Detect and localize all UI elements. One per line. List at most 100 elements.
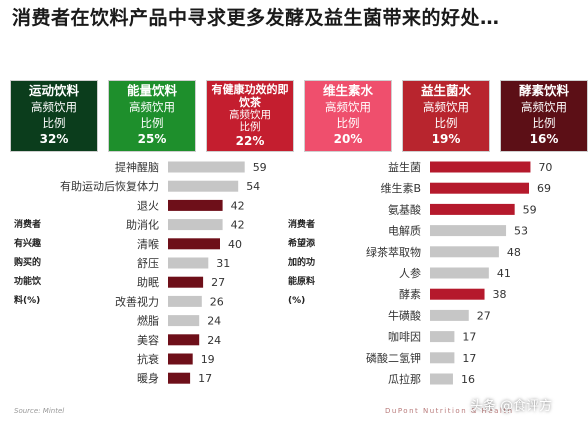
tile-4: 维生素水高频饮用比例 20% — [304, 80, 392, 152]
tile-percent: 32% — [39, 132, 69, 146]
tile-percent: 20% — [333, 132, 363, 146]
value-label: 41 — [497, 267, 511, 280]
bar — [168, 257, 209, 269]
bar — [430, 225, 507, 237]
category-label: 有助运动后恢复体力 — [60, 179, 159, 193]
ingredient-wish-chart: 益生菌 70 维生素B 69 氨基酸 59 电解质 53 绿茶萃取物 48 人参 41 酵素 38 牛磺酸 2… — [366, 160, 552, 386]
tile-subtitle: 比例 — [532, 116, 556, 130]
watermark: 头条 @食评方 — [470, 399, 553, 414]
brand-note: DuPont Nutrition & Health — [385, 407, 514, 415]
category-label: 维生素B — [380, 181, 421, 195]
category-label: 人参 — [399, 266, 421, 280]
beverage-tiles: 运动饮料 高频饮用 比例 32% 能量饮料 高频饮用 比例 25% 有健康功效的即饮茶 高频饮用比… — [10, 80, 588, 152]
tile-subtitle: 高频饮用 — [31, 100, 77, 114]
tile-subtitle: 比例 — [434, 116, 458, 130]
value-label: 54 — [246, 180, 260, 193]
bar — [168, 372, 191, 384]
side-label-line: 能原料 — [288, 277, 316, 287]
tile-subtitle: 比例 — [239, 121, 261, 133]
bar — [430, 309, 469, 321]
tile-name: 运动饮料 — [28, 83, 79, 98]
tile-percent: 25% — [137, 132, 167, 146]
value-label: 59 — [253, 161, 267, 174]
category-label: 电解质 — [388, 224, 421, 238]
bar — [168, 276, 204, 288]
side-label-line: (%) — [288, 296, 306, 306]
tile-name: 有健康功效的即饮茶 — [211, 83, 289, 109]
page-title: 消费者在饮料产品中寻求更多发酵及益生菌带来的好处… — [12, 7, 500, 29]
bar — [168, 295, 202, 307]
value-label: 31 — [216, 257, 230, 270]
side-label-line: 消费者 — [14, 220, 42, 230]
right-side-label: 消费者希望添加的功能原料 (%) — [288, 216, 315, 311]
category-label: 牛磺酸 — [388, 308, 421, 322]
value-label: 59 — [523, 203, 537, 216]
side-label-line: 有兴趣 — [14, 239, 42, 249]
tile-2: 能量饮料高频饮用比例 25% — [108, 80, 196, 152]
category-label: 助消化 — [126, 218, 159, 232]
bar — [168, 180, 239, 192]
bar — [430, 352, 455, 364]
bar — [430, 182, 530, 194]
bar — [168, 219, 223, 231]
category-label: 绿茶萃取物 — [366, 245, 421, 259]
value-label: 42 — [231, 219, 245, 232]
beverage-interest-chart: 提神醒脑 59 有助运动后恢复体力 54 退火 42 助消化 42 清喉 40 舒压 31 助眠 27 改善… — [60, 160, 267, 385]
category-label: 咖啡因 — [388, 330, 421, 344]
category-label: 燃脂 — [137, 314, 159, 328]
bar — [168, 334, 200, 346]
tile-subtitle: 高频饮用 — [325, 100, 371, 114]
tile-subtitle: 高频饮用 — [229, 109, 271, 121]
tile-subtitle: 比例 — [336, 116, 360, 130]
bar — [430, 373, 453, 385]
category-label: 提神醒脑 — [115, 160, 159, 174]
value-label: 17 — [462, 352, 476, 365]
tile-name: 维生素水 — [322, 83, 373, 98]
tile-subtitle: 高频饮用 — [521, 100, 567, 114]
category-label: 暖身 — [137, 371, 159, 385]
bar — [430, 203, 515, 215]
tile-subtitle: 高频饮用 — [423, 100, 469, 114]
tile-percent: 22% — [235, 134, 265, 148]
category-label: 抗衰 — [137, 352, 159, 366]
value-label: 70 — [538, 161, 552, 174]
bar — [430, 288, 485, 300]
side-label-line: 料(%) — [14, 296, 41, 306]
bar — [168, 199, 223, 211]
tile-percent: 16% — [529, 132, 559, 146]
bar — [168, 315, 200, 327]
value-label: 19 — [201, 353, 215, 366]
tile-name: 酵素饮料 — [518, 83, 569, 98]
tile-6: 酵素饮料高频饮用比例 16% — [500, 80, 588, 152]
bar — [168, 353, 193, 365]
value-label: 24 — [207, 315, 221, 328]
tile-subtitle: 高频饮用 — [129, 100, 175, 114]
value-label: 27 — [477, 309, 491, 322]
side-label-line: 加的功 — [288, 258, 316, 268]
value-label: 48 — [507, 246, 521, 259]
bar — [430, 161, 531, 173]
category-label: 清喉 — [137, 238, 159, 251]
tile-name: 益生菌水 — [420, 83, 471, 98]
value-label: 26 — [210, 295, 224, 308]
tile-name: 能量饮料 — [126, 83, 177, 98]
bar — [430, 331, 455, 343]
bar — [168, 161, 245, 173]
tile-1: 运动饮料高频饮用比例 32% — [10, 80, 98, 152]
side-label-line: 购买的 — [14, 258, 42, 268]
side-label-line: 希望添 — [288, 239, 316, 249]
side-label-line: 消费者 — [288, 220, 316, 230]
category-label: 舒压 — [137, 256, 159, 270]
category-label: 磷酸二氢钾 — [366, 351, 421, 365]
category-label: 氨基酸 — [388, 202, 421, 216]
tile-subtitle: 比例 — [140, 116, 164, 130]
side-label-line: 功能饮 — [14, 277, 42, 287]
tile-subtitle: 比例 — [42, 116, 66, 130]
category-label: 美容 — [137, 333, 159, 347]
value-label: 27 — [211, 276, 225, 289]
source-note: Source: Mintel — [14, 407, 65, 415]
category-label: 瓜拉那 — [388, 372, 421, 386]
value-label: 17 — [462, 331, 476, 344]
category-label: 退火 — [137, 199, 159, 212]
value-label: 69 — [537, 182, 551, 195]
